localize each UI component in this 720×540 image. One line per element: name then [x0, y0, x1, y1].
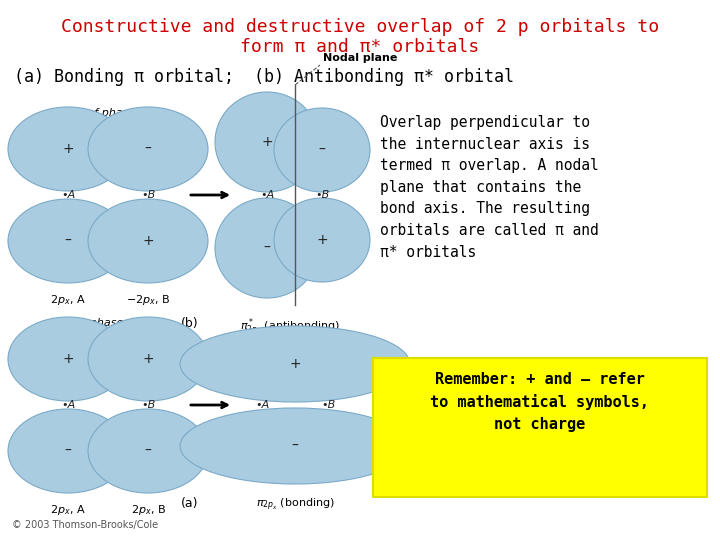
- Text: Remember: + and – refer
to mathematical symbols,
not charge: Remember: + and – refer to mathematical …: [431, 372, 649, 432]
- Text: (a): (a): [181, 497, 199, 510]
- Text: $2p_x$, A: $2p_x$, A: [50, 293, 86, 307]
- Ellipse shape: [88, 199, 208, 283]
- Text: (a) Bonding π orbital;  (b) Antibonding π* orbital: (a) Bonding π orbital; (b) Antibonding π…: [14, 68, 514, 86]
- Ellipse shape: [8, 409, 128, 493]
- Text: In phase: In phase: [76, 318, 124, 328]
- Text: +: +: [261, 135, 273, 149]
- Ellipse shape: [274, 198, 370, 282]
- Text: +: +: [62, 142, 74, 156]
- Ellipse shape: [274, 108, 370, 192]
- Text: $\pi^*_{2p_x}$ (antibonding): $\pi^*_{2p_x}$ (antibonding): [240, 317, 340, 339]
- Text: •B: •B: [141, 400, 155, 410]
- Text: $\pi_{2p_x}$ (bonding): $\pi_{2p_x}$ (bonding): [256, 497, 334, 514]
- Text: form π and π* orbitals: form π and π* orbitals: [240, 38, 480, 56]
- Ellipse shape: [180, 326, 410, 402]
- Text: © 2003 Thomson-Brooks/Cole: © 2003 Thomson-Brooks/Cole: [12, 520, 158, 530]
- FancyBboxPatch shape: [373, 358, 707, 497]
- Text: –: –: [145, 142, 151, 156]
- Text: +: +: [142, 234, 154, 248]
- Ellipse shape: [88, 317, 208, 401]
- Text: $2p_x$, A: $2p_x$, A: [50, 503, 86, 517]
- Text: Overlap perpendicular to
the internuclear axis is
termed π overlap. A nodal
plan: Overlap perpendicular to the internuclea…: [380, 115, 599, 260]
- Text: –: –: [145, 444, 151, 458]
- Text: •B: •B: [315, 190, 329, 200]
- Text: Nodal plane: Nodal plane: [323, 53, 397, 63]
- Text: (b): (b): [181, 317, 199, 330]
- Text: •A: •A: [61, 190, 75, 200]
- Text: Constructive and destructive overlap of 2 p orbitals to: Constructive and destructive overlap of …: [61, 18, 659, 36]
- Ellipse shape: [215, 198, 319, 298]
- Text: +: +: [316, 233, 328, 247]
- Text: •B: •B: [141, 190, 155, 200]
- Text: •B: •B: [321, 400, 335, 410]
- Text: –: –: [65, 444, 71, 458]
- Text: –: –: [65, 234, 71, 248]
- Text: $-2p_x$, B: $-2p_x$, B: [126, 293, 170, 307]
- Ellipse shape: [8, 107, 128, 191]
- Ellipse shape: [88, 107, 208, 191]
- Text: +: +: [62, 352, 74, 366]
- Ellipse shape: [8, 199, 128, 283]
- Ellipse shape: [180, 408, 410, 484]
- Text: –: –: [264, 241, 271, 255]
- Text: +: +: [289, 357, 301, 371]
- Text: •A: •A: [255, 400, 269, 410]
- Text: Out of phase: Out of phase: [64, 108, 135, 118]
- Text: •A: •A: [260, 190, 274, 200]
- Ellipse shape: [88, 409, 208, 493]
- Text: +: +: [142, 352, 154, 366]
- Ellipse shape: [215, 92, 319, 192]
- Text: –: –: [318, 143, 325, 157]
- Text: $2p_x$, B: $2p_x$, B: [130, 503, 166, 517]
- Ellipse shape: [8, 317, 128, 401]
- Text: –: –: [292, 439, 298, 453]
- Text: •A: •A: [61, 400, 75, 410]
